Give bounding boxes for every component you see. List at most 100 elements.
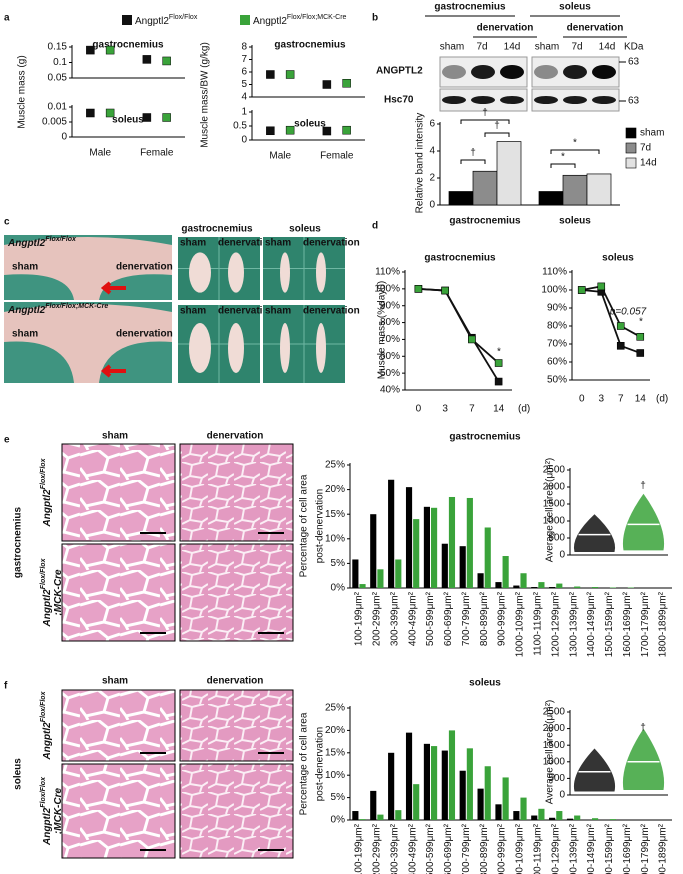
x-tick-label: 1400-1499μm² — [586, 591, 597, 657]
bracket — [484, 132, 510, 137]
panel-letter: b — [372, 13, 378, 24]
y-tick-label: 50% — [380, 368, 400, 379]
dot-marker — [86, 45, 95, 55]
x-tick-label: 800-899μm² — [479, 591, 490, 646]
chart-title: gastrocnemius — [92, 40, 164, 51]
bar — [395, 559, 402, 588]
blot-band — [471, 65, 495, 79]
series-line — [418, 287, 500, 364]
y-axis-label: Muscle mass (g) — [17, 55, 28, 128]
x-tick-label: 1100-1199μm² — [532, 591, 543, 655]
bar — [556, 583, 563, 588]
blot-band — [592, 96, 616, 104]
bar — [377, 814, 384, 820]
histology-image — [61, 689, 176, 762]
muscle — [280, 323, 290, 373]
annotation: † — [640, 481, 646, 492]
dot-marker — [162, 56, 171, 66]
x-tick-label: 14 — [635, 394, 647, 405]
series-line — [418, 287, 500, 383]
genotype-base: Angptl2 — [42, 807, 53, 846]
x-tick-label: 1700-1799μm² — [640, 591, 651, 657]
histology-image — [179, 763, 294, 859]
x-tick-label: 200-299μm² — [371, 591, 382, 646]
marker-label: 63 — [628, 57, 640, 68]
photo-label: denervation — [218, 238, 275, 249]
y-tick-label: 8 — [241, 42, 247, 53]
annotation: * — [497, 347, 501, 358]
line-marker — [468, 335, 476, 344]
blot-band — [471, 96, 495, 104]
dot-marker — [266, 126, 275, 136]
x-axis-label: (d) — [656, 394, 668, 405]
blot-band — [500, 65, 524, 79]
dot-marker — [322, 126, 332, 136]
genotype-base: Angptl2 — [42, 589, 53, 628]
y-tick-label: 15% — [325, 509, 345, 520]
point-cloud — [622, 493, 665, 551]
bracket — [460, 159, 486, 164]
y-tick-label: 10% — [325, 770, 345, 781]
y-axis-label: Percentage of cell area — [299, 474, 310, 577]
dot-marker — [162, 113, 171, 122]
x-tick-label: 700-799μm² — [461, 823, 472, 874]
genotype-base: Angptl2 — [7, 238, 46, 249]
x-tick-label: 600-699μm² — [443, 591, 454, 646]
line-marker — [616, 322, 625, 330]
x-tick-label: 800-899μm² — [479, 823, 490, 874]
y-tick-label: 4 — [241, 92, 247, 103]
bar — [477, 573, 484, 588]
y-tick-label: 2000 — [543, 723, 566, 734]
line-marker — [616, 341, 625, 350]
genotype-sup: Flox/Flox — [287, 14, 316, 21]
bar — [370, 514, 377, 588]
genotype-label: Angptl2Flox/Flox;MCK-Cre — [253, 14, 347, 27]
x-tick-label: Female — [320, 151, 354, 162]
genotype-sup: Flox/Flox — [45, 303, 77, 310]
muscle — [189, 323, 211, 373]
bar — [405, 732, 413, 820]
muscle — [228, 323, 244, 373]
arrow — [100, 281, 126, 295]
bar — [574, 586, 581, 588]
x-tick-label: soleus — [559, 216, 591, 227]
dot-marker — [142, 55, 152, 64]
blot-band — [563, 65, 587, 79]
legend-swatch — [240, 15, 250, 25]
photo-label: denervation — [218, 306, 275, 317]
bar — [538, 582, 545, 588]
y-tick-label: 90% — [380, 300, 400, 311]
annotation: p=0.057 — [609, 307, 647, 318]
y-tick-label: 500 — [548, 773, 565, 784]
x-tick-label: 1600-1699μm² — [622, 823, 633, 874]
genotype-base: Angptl2 — [42, 489, 53, 528]
protein-label: Hsc70 — [384, 95, 414, 106]
y-tick-label: 5% — [331, 558, 346, 569]
bar — [352, 559, 359, 588]
dot-marker — [142, 113, 152, 122]
y-axis-label: post-denervation — [315, 727, 326, 802]
bar — [520, 573, 527, 588]
blot-band — [592, 65, 616, 79]
mouse-body — [4, 237, 172, 300]
y-tick-label: 110% — [542, 267, 567, 278]
y-tick-label: 0.005 — [42, 117, 67, 128]
lane-label: 14d — [599, 42, 616, 53]
x-tick-label: 900-999μm² — [497, 823, 508, 874]
bar — [520, 797, 527, 820]
y-tick-label: 2 — [429, 173, 435, 184]
x-tick-label: 400-499μm² — [407, 823, 418, 874]
row-title: soleus — [13, 758, 24, 790]
annotation: † — [494, 121, 500, 132]
series-line — [581, 289, 641, 354]
x-tick-label: 600-699μm² — [443, 823, 454, 874]
y-axis-label: Percentage of cell area — [299, 712, 310, 815]
genotype-sup: Flox/Flox — [40, 457, 47, 489]
bracket — [550, 163, 576, 168]
bar — [423, 506, 430, 588]
panel-letter: f — [4, 681, 8, 692]
y-tick-label: 0% — [331, 583, 346, 594]
genotype-sup: Flox/Flox — [40, 776, 47, 808]
blot-band — [500, 96, 524, 104]
annotation: * — [561, 152, 565, 163]
